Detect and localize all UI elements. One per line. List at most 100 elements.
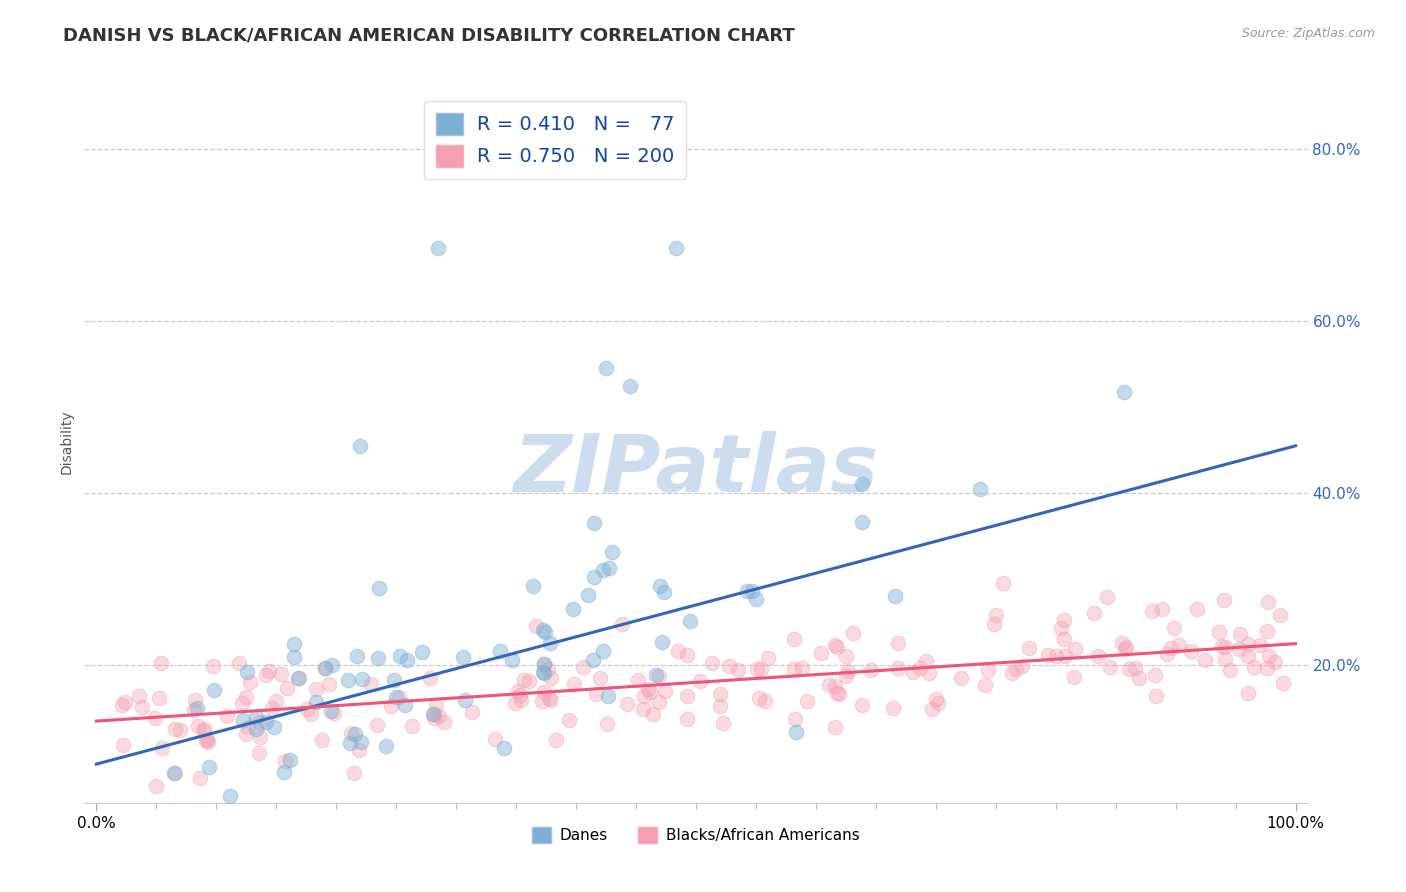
Point — [689, 673, 711, 688]
Point — [1256, 624, 1278, 638]
Point — [352, 672, 374, 686]
Point — [1187, 602, 1209, 616]
Point — [1063, 671, 1085, 685]
Point — [1140, 603, 1163, 617]
Point — [509, 688, 531, 702]
Point — [783, 632, 806, 646]
Point — [1227, 641, 1250, 656]
Point — [422, 706, 444, 721]
Point — [188, 771, 211, 785]
Point — [582, 653, 605, 667]
Point — [1180, 644, 1202, 658]
Point — [538, 636, 561, 650]
Point — [384, 690, 406, 704]
Point — [249, 730, 271, 744]
Text: Source: ZipAtlas.com: Source: ZipAtlas.com — [1241, 27, 1375, 40]
Point — [675, 689, 697, 703]
Point — [1011, 659, 1033, 673]
Point — [360, 677, 382, 691]
Point — [648, 579, 671, 593]
Point — [754, 693, 776, 707]
Point — [1128, 671, 1150, 685]
Point — [427, 708, 450, 723]
Point — [977, 663, 1000, 677]
Point — [1152, 602, 1174, 616]
Point — [163, 766, 186, 780]
Point — [422, 711, 444, 725]
Point — [254, 668, 277, 682]
Point — [423, 707, 446, 722]
Point — [150, 657, 173, 671]
Point — [851, 516, 873, 530]
Point — [195, 733, 218, 747]
Point — [558, 713, 581, 727]
Point — [676, 712, 699, 726]
Point — [598, 560, 620, 574]
Point — [993, 576, 1015, 591]
Point — [643, 707, 665, 722]
Point — [314, 661, 336, 675]
Legend: Danes, Blacks/African Americans: Danes, Blacks/African Americans — [526, 822, 866, 849]
Point — [197, 735, 219, 749]
Point — [717, 659, 740, 673]
Point — [489, 644, 512, 658]
Point — [236, 720, 259, 734]
Point — [349, 439, 371, 453]
Point — [537, 691, 560, 706]
Point — [1160, 641, 1182, 656]
Point — [270, 667, 292, 681]
Point — [394, 698, 416, 713]
Point — [835, 649, 858, 664]
Point — [582, 570, 605, 584]
Point — [790, 661, 813, 675]
Point — [217, 709, 239, 723]
Point — [245, 710, 267, 724]
Point — [454, 692, 477, 706]
Point — [984, 607, 1007, 622]
Point — [461, 706, 484, 720]
Point — [537, 662, 560, 676]
Point — [343, 765, 366, 780]
Point — [368, 581, 391, 595]
Point — [783, 662, 806, 676]
Point — [367, 651, 389, 665]
Point — [318, 677, 340, 691]
Point — [1163, 621, 1185, 635]
Point — [1167, 638, 1189, 652]
Point — [749, 662, 772, 676]
Point — [783, 712, 806, 726]
Point — [506, 684, 529, 698]
Point — [288, 671, 311, 685]
Point — [1156, 647, 1178, 661]
Point — [314, 660, 336, 674]
Point — [128, 689, 150, 703]
Point — [676, 648, 699, 662]
Point — [374, 739, 396, 753]
Point — [1143, 668, 1166, 682]
Point — [637, 681, 659, 696]
Point — [679, 614, 702, 628]
Point — [901, 665, 924, 680]
Point — [526, 619, 548, 633]
Point — [1249, 638, 1271, 652]
Point — [1213, 640, 1236, 654]
Point — [260, 701, 283, 715]
Point — [346, 648, 368, 663]
Point — [143, 711, 166, 725]
Point — [631, 702, 654, 716]
Point — [1236, 686, 1258, 700]
Point — [195, 731, 218, 746]
Point — [756, 651, 779, 665]
Point — [522, 579, 544, 593]
Point — [585, 688, 607, 702]
Point — [583, 516, 606, 531]
Point — [1018, 641, 1040, 656]
Point — [648, 669, 671, 683]
Point — [627, 673, 650, 687]
Point — [1036, 648, 1059, 662]
Point — [589, 672, 612, 686]
Point — [163, 722, 186, 736]
Point — [236, 665, 259, 679]
Point — [501, 653, 523, 667]
Point — [619, 378, 641, 392]
